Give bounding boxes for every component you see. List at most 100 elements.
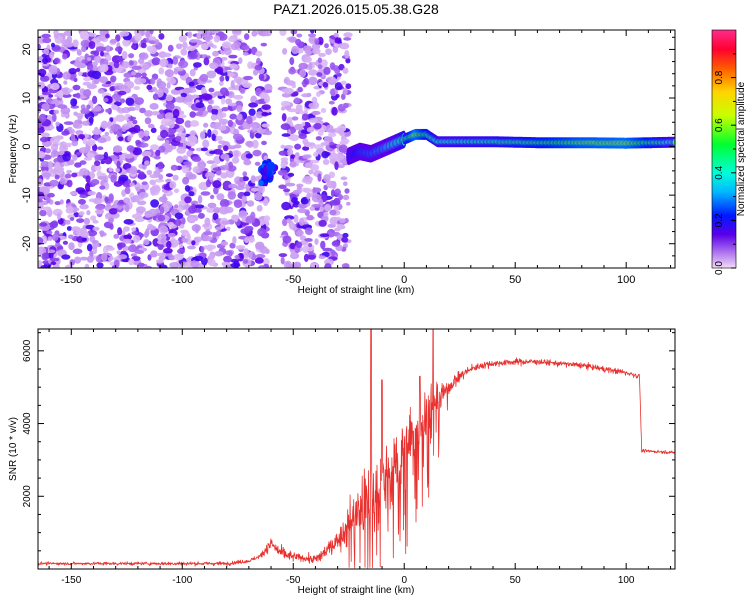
spectrogram-speckle [48,94,54,98]
spectrogram-speckle [309,30,315,34]
spectrogram-speckle [131,231,139,235]
spectrogram-speckle [66,169,72,174]
spectrogram-speckle [143,150,152,156]
spectrogram-speckle [302,154,311,159]
spectrogram-speckle [179,110,185,115]
spectrogram-speckle [243,259,249,264]
spectrogram-speckle [117,136,124,142]
spectrogram-speckle [346,201,351,206]
spectrogram-speckle [291,197,298,204]
spectrogram-speckle [151,57,161,66]
spectrogram-speckle [278,184,287,190]
snr-panel: -150 -100 -50 0 50 100 2000 4000 6000 Height of … [8,328,676,596]
spectrogram-speckle [186,141,196,147]
spectrogram-speckle [313,152,319,157]
spectrogram-speckle [187,31,193,39]
spectrogram-speckle [59,144,68,153]
spectrogram-speckle [138,192,149,199]
spectrogram-speckle [242,52,249,56]
x-tick-label: 100 [617,274,635,286]
spectrogram-speckle [314,38,320,45]
spectrogram-speckle [258,265,266,268]
spectrogram-speckle [131,44,137,50]
spectrogram-speckle [254,192,263,201]
spectrogram-speckle [282,235,292,244]
spectrogram-speckle [82,137,88,145]
spectrogram-speckle [134,33,142,41]
snr-axes: -150 -100 -50 0 50 100 2000 4000 6000 [22,329,675,586]
spectrogram-speckle [82,89,92,97]
spectrogram-speckle [317,57,323,64]
spectrogram-speckle [77,71,83,77]
spectrogram-speckle [203,34,214,41]
spectrogram-speckle [39,222,48,227]
spectrogram-speckle [124,186,131,195]
spectrogram-speckle [92,70,102,80]
spectrogram-speckle [143,130,150,137]
spectrogram-speckle [343,37,352,41]
spectrogram-speckle [138,52,149,60]
spectrogram-speckle [145,30,150,39]
spectrogram-speckle [156,81,167,89]
spectrogram-speckle [197,194,203,204]
spectrogram-speckle [248,108,256,116]
spectrogram-speckle [180,92,187,98]
spectrogram-speckle [305,50,313,55]
spectrogram-speckle [219,199,230,208]
spectrogram-speckle [212,50,219,57]
spectrogram-speckle [240,222,250,226]
spectrogram-speckle [304,56,312,63]
spectrogram-speckle [72,84,81,91]
spectrogram-speckle [179,134,186,143]
spectrogram-speckle [49,221,58,229]
spectrogram-speckle [213,155,221,165]
spectrogram-speckle [170,140,181,147]
spectrogram-speckle [344,50,350,59]
spectrogram-speckle [97,137,107,144]
spectrogram-speckle [124,203,130,213]
x-tick-label: -50 [285,274,301,286]
colorbar: 0.0 0.2 0.4 0.6 0.8 Normalized spectral ampl… [711,29,747,275]
spectrogram-x-axis-label: Height of straight line (km) [298,285,415,296]
spectrogram-speckle [254,64,263,71]
spectrogram-speckle [303,188,313,194]
spectrogram-speckle [123,226,130,232]
spectrogram-speckle [87,229,98,237]
spectrogram-speckle [210,114,218,121]
spectrogram-speckle [44,127,51,131]
spectrogram-speckle [304,238,313,242]
spectrogram-speckle [214,250,224,257]
y-tick-label: 10 [21,92,33,104]
spectrogram-speckle [208,254,214,259]
spectrogram-frame [37,29,676,269]
spectrogram-speckle [326,76,337,83]
spectrogram-speckle [140,42,147,49]
spectrogram-speckle [322,81,329,88]
spectrogram-speckle [211,108,219,116]
spectrogram-speckle [172,56,179,65]
spectrogram-speckle [306,192,311,200]
spectrogram-speckle [174,212,184,220]
spectrogram-speckle [147,123,155,129]
spectrogram-speckle [219,80,224,87]
y-tick-label: 2000 [22,485,33,508]
spectrogram-speckle [81,120,91,126]
spectrogram-speckle [158,67,165,75]
spectrogram-speckle [127,135,132,142]
spectrogram-speckle [197,107,204,116]
y-tick-label: -20 [21,236,33,252]
spectrogram-speckle [243,191,251,197]
x-tick-label: 50 [509,274,521,286]
spectrogram-speckle [284,215,295,220]
spectrogram-speckle [203,231,213,236]
spectrogram-speckle [45,148,51,154]
spectrogram-speckle [147,254,152,261]
spectrogram-speckle [226,226,231,231]
spectrogram-speckle [230,43,239,51]
spectrogram-speckle [221,220,231,225]
spectrogram-speckle [66,179,73,188]
spectrogram-speckle [165,178,172,183]
spectrogram-speckle [297,208,307,214]
spectrogram-speckle [331,249,336,257]
spectrogram-speckle [261,123,270,128]
